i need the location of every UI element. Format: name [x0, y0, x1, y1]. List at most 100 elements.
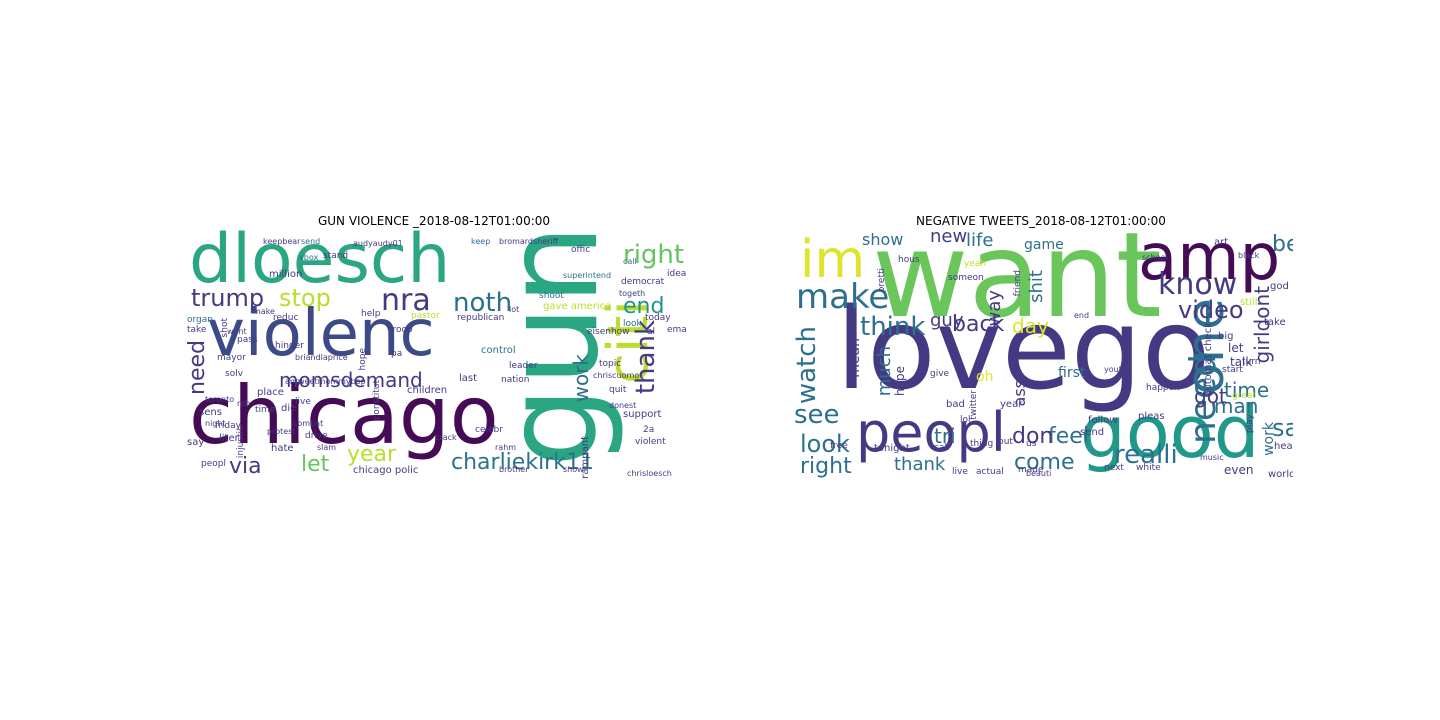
cloud-word: want [872, 230, 1162, 344]
cloud-word: end [1074, 311, 1090, 320]
cloud-word: turn [1242, 357, 1261, 367]
cloud-word: make [253, 307, 275, 316]
cloud-word: hate [271, 443, 294, 454]
cloud-word: violenc [207, 297, 435, 371]
cloud-word: republican [457, 313, 505, 323]
cloud-word: show [862, 230, 904, 249]
cloud-word: thing [970, 439, 994, 449]
cloud-word: right [623, 240, 685, 270]
cloud-word: children [407, 385, 448, 396]
cloud-word: support [623, 409, 662, 420]
cloud-word: someon [948, 273, 984, 283]
cloud-word: let [301, 452, 330, 477]
cloud-word: put [998, 437, 1013, 447]
cloud-word: even [1224, 463, 1254, 477]
cloud-word: year [347, 442, 397, 467]
cloud-word: great [1232, 391, 1256, 401]
cloud-word: hinder [275, 341, 304, 351]
cloud-word: live [952, 467, 968, 477]
cloud-word: pass [237, 335, 258, 345]
cloud-word: free [830, 441, 848, 451]
cloud-word: look [800, 430, 850, 458]
cloud-word: topic [599, 359, 622, 369]
cloud-word: work [569, 354, 593, 403]
cloud-word: leader [509, 361, 538, 371]
wordcloud-panel-gun-violence: GUN VIOLENCE _2018-08-12T01:00:00 dloesc… [183, 212, 686, 482]
cloud-word: briandlaprice [295, 353, 348, 362]
cloud-word: beauti [1026, 469, 1052, 478]
cloud-word: game [1024, 237, 1064, 253]
cloud-word: via [229, 454, 262, 479]
cloud-word: make [796, 277, 890, 317]
cloud-word: realli [1114, 440, 1178, 470]
cloud-word: look [623, 319, 642, 329]
cloud-word: im [800, 230, 866, 290]
cloud-word: togeth [619, 289, 646, 298]
cloud-word: today [645, 313, 671, 323]
cloud-word: pretti [877, 268, 887, 293]
cloud-word: friend [1013, 270, 1023, 297]
cloud-word: crack [435, 433, 457, 442]
cloud-word: god [1270, 281, 1289, 292]
cloud-word: chicago polic [353, 465, 419, 476]
cloud-word: oh [976, 369, 994, 385]
cloud-word: white [1136, 463, 1161, 473]
cloud-word: xbox [299, 253, 319, 262]
cloud-word: mean [847, 338, 863, 378]
cloud-word: tweetmommybop [295, 377, 366, 386]
cloud-word: time [1224, 378, 1270, 402]
cloud-word: chicago [189, 369, 499, 462]
cloud-word: black [1238, 251, 1260, 260]
cloud-word: toronto [205, 395, 235, 404]
cloud-word: time [255, 405, 276, 415]
cloud-word: watch [792, 326, 822, 405]
cloud-word: us [1026, 439, 1037, 449]
cloud-word: protest [267, 427, 296, 436]
cloud-word: noth [453, 288, 513, 318]
cloud-word: head [1274, 441, 1293, 452]
cloud-word: shit [1026, 270, 1047, 303]
cloud-word: automat check [1203, 322, 1214, 397]
cloud-word: injustic [236, 426, 246, 459]
cloud-word: combat [293, 419, 324, 428]
cloud-word: shoot [539, 291, 564, 301]
cloud-word: big [1218, 331, 1234, 342]
cloud-word: audyaudy01 [353, 239, 403, 248]
cloud-word: show [563, 465, 584, 474]
cloud-word: rampant [580, 436, 591, 479]
cloud-word: live [295, 397, 311, 407]
cloud-word: made [1018, 465, 1044, 475]
cloud-word: way [984, 290, 1005, 327]
cloud-word: call [934, 443, 950, 453]
cloud-word: slam [317, 443, 337, 452]
cloud-word: eisenhow [587, 327, 630, 337]
cloud-word: organ [187, 315, 213, 325]
cloud-word: art [1214, 237, 1229, 248]
cloud-word: know [1158, 267, 1238, 302]
cloud-word: right [800, 454, 852, 479]
cloud-word: follow [1088, 415, 1118, 426]
cloud-word: next [1104, 463, 1124, 473]
cloud-word: let [1228, 341, 1244, 355]
cloud-word: lot [509, 305, 520, 314]
cloud-word: dloesch [189, 230, 451, 299]
cloud-word: amp [1138, 230, 1281, 295]
cloud-word: got [1194, 384, 1227, 408]
cloud-word: gave america [543, 301, 612, 312]
cloud-word: die [281, 403, 297, 414]
cloud-word: want [227, 327, 247, 336]
wordcloud-canvas: want lovego good peopl amp im make one need know t… [790, 230, 1293, 482]
cloud-word: brother [499, 465, 529, 474]
wordcloud-canvas: dloesch violenc chicago gun citi right end than… [183, 230, 686, 482]
cloud-word: yeah [964, 259, 987, 269]
cloud-word: charliekirk11 [451, 450, 594, 475]
cloud-word: need [185, 340, 210, 395]
cloud-word: solv [225, 369, 244, 379]
cloud-word: peopl [856, 401, 1006, 464]
cloud-word: come [1014, 450, 1075, 475]
cloud-word: tri [934, 424, 956, 448]
wordcloud-title: GUN VIOLENCE _2018-08-12T01:00:00 [317, 214, 551, 228]
cloud-word: pa [391, 349, 403, 359]
cloud-word: see [794, 400, 840, 430]
cloud-word: say [1272, 414, 1293, 442]
